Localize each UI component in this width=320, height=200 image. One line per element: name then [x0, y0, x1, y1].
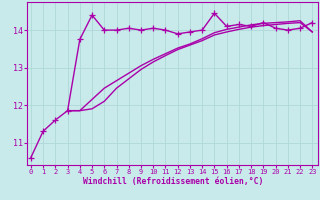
X-axis label: Windchill (Refroidissement éolien,°C): Windchill (Refroidissement éolien,°C): [83, 177, 263, 186]
